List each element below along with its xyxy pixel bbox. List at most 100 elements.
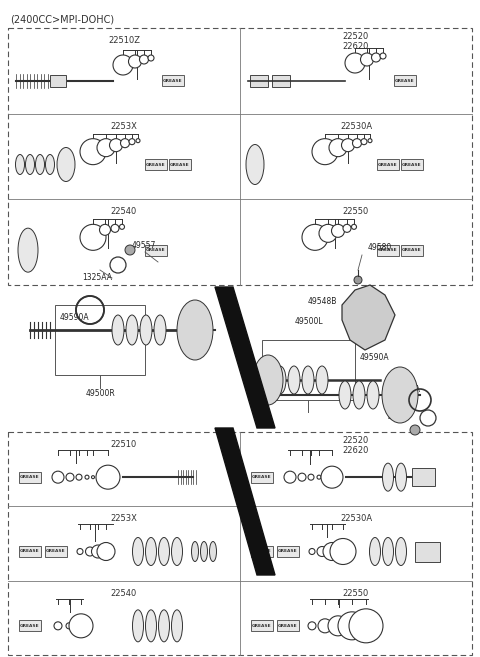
Circle shape bbox=[76, 474, 82, 480]
Ellipse shape bbox=[126, 315, 138, 345]
Ellipse shape bbox=[339, 381, 351, 409]
Text: 1325AA: 1325AA bbox=[82, 273, 112, 283]
Text: 22510: 22510 bbox=[111, 440, 137, 449]
Circle shape bbox=[92, 545, 105, 558]
Ellipse shape bbox=[209, 541, 216, 562]
Ellipse shape bbox=[302, 366, 314, 394]
Circle shape bbox=[380, 53, 386, 59]
Circle shape bbox=[284, 471, 296, 483]
Circle shape bbox=[125, 245, 135, 255]
Ellipse shape bbox=[132, 610, 144, 642]
Ellipse shape bbox=[383, 463, 394, 491]
Text: GREASE: GREASE bbox=[378, 162, 398, 166]
Text: GREASE: GREASE bbox=[278, 549, 298, 553]
Bar bbox=[251, 546, 273, 557]
Ellipse shape bbox=[274, 366, 286, 394]
Bar bbox=[8, 432, 472, 655]
Circle shape bbox=[99, 224, 110, 235]
Bar bbox=[412, 468, 435, 486]
Text: GREASE: GREASE bbox=[20, 549, 40, 553]
Circle shape bbox=[109, 139, 122, 152]
Ellipse shape bbox=[177, 300, 213, 360]
Text: 2253X: 2253X bbox=[110, 514, 137, 524]
Text: 22530A: 22530A bbox=[340, 122, 372, 131]
Circle shape bbox=[368, 139, 372, 143]
Bar bbox=[401, 244, 423, 256]
Ellipse shape bbox=[288, 366, 300, 394]
Circle shape bbox=[312, 139, 338, 165]
Circle shape bbox=[111, 224, 119, 233]
Circle shape bbox=[302, 224, 328, 250]
Circle shape bbox=[120, 139, 130, 148]
Bar bbox=[8, 28, 472, 285]
Ellipse shape bbox=[36, 154, 45, 175]
Ellipse shape bbox=[154, 315, 166, 345]
Bar bbox=[272, 75, 290, 87]
Circle shape bbox=[338, 612, 366, 640]
Circle shape bbox=[345, 53, 365, 73]
Circle shape bbox=[328, 616, 348, 636]
Ellipse shape bbox=[171, 537, 182, 566]
Ellipse shape bbox=[158, 610, 169, 642]
Ellipse shape bbox=[15, 154, 24, 175]
Bar bbox=[19, 546, 41, 557]
Circle shape bbox=[96, 465, 120, 489]
Text: GREASE: GREASE bbox=[402, 162, 422, 166]
Text: 22520
22620: 22520 22620 bbox=[343, 32, 369, 51]
Circle shape bbox=[140, 55, 148, 64]
Ellipse shape bbox=[18, 228, 38, 272]
Text: GREASE: GREASE bbox=[163, 79, 183, 83]
Bar bbox=[45, 546, 67, 557]
Text: GREASE: GREASE bbox=[146, 162, 166, 166]
Circle shape bbox=[349, 609, 383, 643]
Bar bbox=[169, 159, 191, 170]
Text: 1325AA: 1325AA bbox=[390, 386, 420, 394]
Text: GREASE: GREASE bbox=[252, 624, 272, 628]
Ellipse shape bbox=[253, 355, 283, 405]
Ellipse shape bbox=[145, 537, 156, 566]
Circle shape bbox=[351, 224, 357, 229]
Circle shape bbox=[308, 474, 314, 480]
Circle shape bbox=[318, 619, 332, 633]
Bar bbox=[394, 76, 416, 86]
Ellipse shape bbox=[25, 154, 35, 175]
Ellipse shape bbox=[367, 381, 379, 409]
Bar bbox=[251, 620, 273, 631]
Bar bbox=[415, 541, 440, 562]
Circle shape bbox=[129, 139, 135, 145]
Text: 22540: 22540 bbox=[111, 589, 137, 598]
Text: 22550: 22550 bbox=[343, 208, 369, 216]
Bar bbox=[145, 244, 167, 256]
Ellipse shape bbox=[171, 610, 182, 642]
Text: 49590A: 49590A bbox=[360, 353, 390, 363]
Bar bbox=[19, 620, 41, 631]
Ellipse shape bbox=[382, 367, 418, 423]
Circle shape bbox=[372, 53, 381, 62]
Circle shape bbox=[361, 139, 367, 145]
Circle shape bbox=[317, 547, 327, 556]
Ellipse shape bbox=[396, 537, 407, 566]
Text: 49590A: 49590A bbox=[60, 313, 90, 323]
Circle shape bbox=[309, 549, 315, 555]
Circle shape bbox=[332, 224, 345, 237]
Circle shape bbox=[120, 224, 124, 229]
Circle shape bbox=[77, 549, 83, 555]
Text: 22510Z: 22510Z bbox=[108, 36, 140, 45]
Circle shape bbox=[66, 473, 74, 481]
Circle shape bbox=[85, 547, 95, 556]
Circle shape bbox=[92, 476, 95, 479]
Bar bbox=[377, 244, 399, 256]
Ellipse shape bbox=[383, 537, 394, 566]
Bar bbox=[377, 159, 399, 170]
Bar bbox=[251, 472, 273, 483]
Ellipse shape bbox=[57, 148, 75, 181]
Circle shape bbox=[354, 276, 362, 284]
Circle shape bbox=[298, 473, 306, 481]
Text: GREASE: GREASE bbox=[170, 162, 190, 166]
Ellipse shape bbox=[396, 463, 407, 491]
Text: 49500L: 49500L bbox=[295, 317, 324, 327]
Circle shape bbox=[352, 139, 361, 148]
Bar bbox=[19, 472, 41, 483]
Text: 49557: 49557 bbox=[388, 413, 412, 422]
Circle shape bbox=[319, 224, 337, 242]
